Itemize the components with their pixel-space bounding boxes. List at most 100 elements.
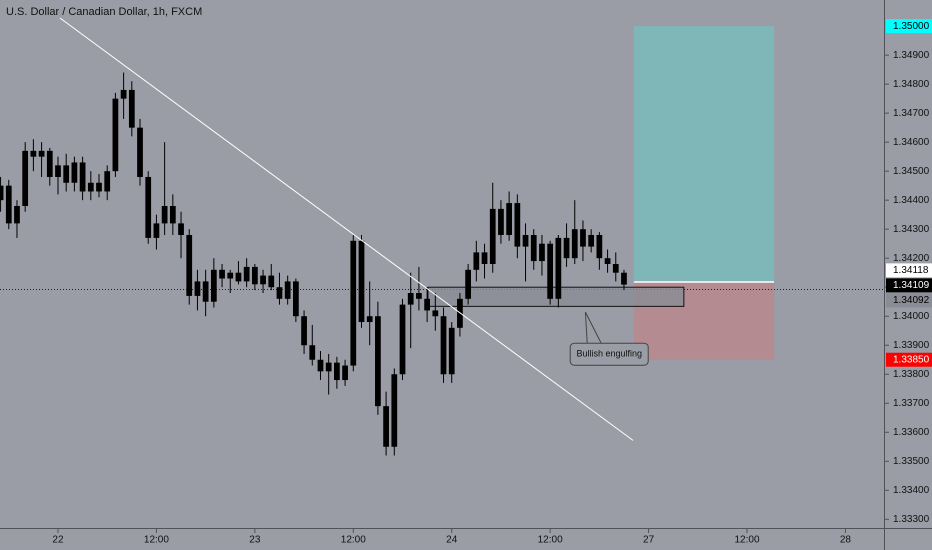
candle-body <box>416 293 422 299</box>
y-tick-label: 1.34900 <box>893 50 930 61</box>
candle-body <box>399 304 406 375</box>
candle-body <box>87 182 94 192</box>
candle-body <box>227 272 234 279</box>
last-price-label-box <box>886 278 932 293</box>
candle-body <box>440 316 447 375</box>
candle-body <box>63 165 70 183</box>
candle-body <box>243 266 250 282</box>
y-tick-label: 1.34500 <box>893 166 930 177</box>
candle-body <box>506 203 513 235</box>
y-tick-label: 1.33900 <box>893 340 930 351</box>
candle-body <box>612 264 619 273</box>
y-tick-label: 1.33500 <box>893 456 930 467</box>
candle-body <box>498 208 504 235</box>
candle-body <box>46 150 53 177</box>
candle-body <box>161 205 168 224</box>
candle-body <box>301 316 307 346</box>
candle-body <box>325 362 332 372</box>
stop-label: 1.33850 <box>893 354 930 365</box>
candle-body <box>334 362 340 381</box>
y-tick-label: 1.33300 <box>893 514 930 525</box>
candle-body <box>145 176 152 238</box>
entry-label-box <box>886 263 932 278</box>
candle-body <box>514 203 521 247</box>
price-line-label-box <box>886 293 932 308</box>
y-tick-label: 1.33600 <box>893 427 930 438</box>
candle-body <box>481 252 488 264</box>
candle-body <box>571 229 578 259</box>
y-tick-label: 1.34700 <box>893 108 930 119</box>
candle-body <box>0 185 4 201</box>
candle-body <box>14 205 20 224</box>
candle-body <box>465 269 471 299</box>
candle-body <box>375 316 381 407</box>
entry-label: 1.34118 <box>893 265 929 276</box>
profit-zone <box>633 26 775 282</box>
chart-title: U.S. Dollar / Canadian Dollar, 1h, FXCM <box>6 6 202 18</box>
candle-body <box>366 316 373 323</box>
candle-body <box>604 258 611 264</box>
candle-body <box>407 293 414 305</box>
candle-body <box>178 223 184 235</box>
candle-body <box>621 272 627 285</box>
y-tick-label: 1.34000 <box>893 311 930 322</box>
callout-pointer <box>584 311 602 344</box>
price-line-label: 1.34092 <box>893 295 930 306</box>
candle-body <box>210 269 217 302</box>
x-tick-label: 12:00 <box>538 535 563 546</box>
x-tick-label: 23 <box>249 535 261 546</box>
candle-body <box>71 162 78 183</box>
candle-body <box>22 150 29 206</box>
candle-body <box>284 281 291 299</box>
candle-body <box>350 240 357 366</box>
candle-body <box>530 234 537 262</box>
target-label-box <box>886 19 932 34</box>
candle-body <box>547 243 554 299</box>
candle-body <box>276 287 283 299</box>
x-tick-label: 28 <box>840 535 852 546</box>
candle-body <box>342 365 348 381</box>
candle-body <box>268 275 275 288</box>
candle-body <box>219 269 225 279</box>
candle-body <box>169 205 176 224</box>
x-tick-label: 12:00 <box>735 535 760 546</box>
x-tick-label: 27 <box>643 535 655 546</box>
candle-body <box>55 165 61 177</box>
candle-body <box>79 162 86 192</box>
candle-body <box>292 281 299 317</box>
candle-body <box>588 234 595 247</box>
candle-body <box>309 345 316 360</box>
candle-body <box>5 185 12 224</box>
y-tick-label: 1.34600 <box>893 137 930 148</box>
trend-line <box>59 17 634 441</box>
y-tick-label: 1.33800 <box>893 369 930 380</box>
candle-body <box>317 359 324 372</box>
target-label: 1.35000 <box>893 21 930 32</box>
candle-body <box>489 208 496 264</box>
candle-body <box>186 234 193 296</box>
y-tick-label: 1.34400 <box>893 195 930 206</box>
candle-body <box>30 150 37 157</box>
candle-body <box>251 266 258 285</box>
y-tick-label: 1.34800 <box>893 79 930 90</box>
y-tick-label: 1.34200 <box>893 253 930 264</box>
candle-body <box>194 281 201 296</box>
candle-body <box>120 89 127 99</box>
plot-area: Bullish engulfing <box>0 17 884 456</box>
candle-body <box>137 127 143 177</box>
candle-body <box>104 171 111 192</box>
candle-body <box>383 406 389 447</box>
candle-body <box>112 98 119 172</box>
stop-label-box <box>886 352 932 367</box>
candle-body <box>563 237 570 259</box>
callout-text: Bullish engulfing <box>576 349 642 359</box>
last-price-label: 1.34109 <box>893 280 930 291</box>
candle-body <box>153 223 160 238</box>
candle-body <box>424 298 430 311</box>
candle-body <box>555 237 562 299</box>
candle-body <box>539 243 545 262</box>
candle-body <box>235 272 242 282</box>
candle-body <box>473 252 480 270</box>
